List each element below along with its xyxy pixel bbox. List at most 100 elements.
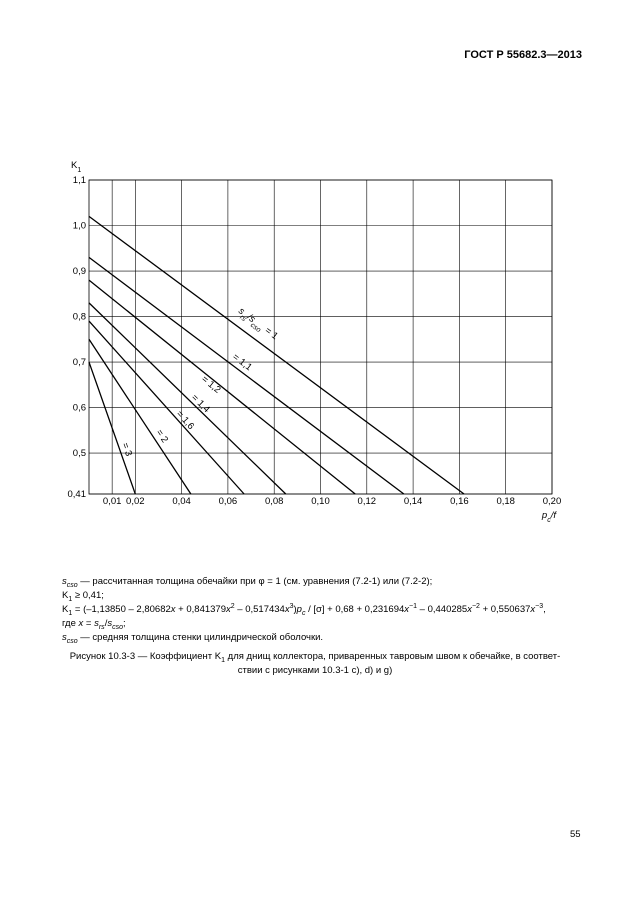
text-part: x — [170, 604, 176, 615]
text-part: 1 — [221, 656, 226, 664]
note-line: scso — средняя толщина стенки цилиндриче… — [62, 631, 546, 645]
text-part: x — [78, 618, 84, 629]
text-part: p — [541, 510, 547, 521]
text-part: cso — [66, 637, 78, 645]
text-part: Рисунок 10.3-3 — Коэффициент K — [69, 651, 222, 662]
text-part: rs — [98, 623, 105, 631]
x-tick-label: 0,12 — [358, 496, 377, 507]
text-part: /f — [550, 510, 558, 521]
text-part: + 0,550637 — [479, 604, 531, 615]
text-part: −2 — [471, 602, 480, 610]
text-part: 1 — [77, 167, 81, 174]
text-part: s — [107, 618, 113, 629]
text-part: c — [301, 609, 306, 617]
y-tick-label: 1,1 — [73, 175, 86, 186]
text-part: K — [71, 160, 78, 171]
text-part: cso — [112, 623, 123, 631]
curve — [88, 320, 245, 495]
x-tick-label: 0,08 — [265, 496, 284, 507]
text-part: для днищ коллектора, приваренных тавровы… — [225, 651, 561, 662]
y-tick-label: 1,0 — [73, 221, 86, 232]
text-part: – 0,517434 — [234, 604, 285, 615]
text-part: x — [225, 604, 231, 615]
y-tick-label: 0,7 — [73, 357, 86, 368]
chart: 0,01 0,02 0,04 0,06 0,08 0,10 0,12 0,14 0,16 0,18… — [68, 160, 562, 524]
header: ГОСТ Р 55682.3—2013 — [464, 49, 582, 61]
y-axis-label: K1 — [71, 160, 81, 174]
notes: scso — рассчитанная толщина обечайки при… — [62, 575, 546, 645]
x-tick-label: 0,16 — [450, 496, 469, 507]
text-part: s — [62, 632, 67, 643]
note-line: где x = srs/scso; — [62, 617, 546, 631]
curve — [88, 215, 465, 495]
text-part: s — [236, 306, 247, 318]
curve — [88, 302, 287, 495]
text-part: = 2 — [153, 428, 170, 445]
text-part: — рассчитанная толщина обечайки при φ = … — [77, 576, 433, 587]
y-tick-label: 0,6 — [73, 403, 86, 414]
text-part: x — [467, 604, 472, 615]
text-part: где — [62, 618, 79, 629]
x-tick-label: 0,04 — [172, 496, 191, 507]
text-part: c — [547, 517, 551, 524]
caption-line: Рисунок 10.3-3 — Коэффициент K1 для днищ… — [0, 650, 630, 664]
curve — [88, 256, 405, 495]
note-line: K1 = (–1,13850 – 2,80682x + 0,841379x2 –… — [62, 603, 546, 617]
text-part: = (–1,13850 – 2,80682 — [72, 604, 171, 615]
y-tick-label: 0,8 — [73, 312, 86, 323]
text-part: ствии с рисунками 10.3-1 c), d) и g) — [237, 665, 393, 676]
y-tick-label: 0,5 — [73, 448, 86, 459]
text-part: ; — [122, 618, 126, 629]
text-part: −1 — [409, 602, 418, 610]
text-part: — средняя толщина стенки цилиндрической … — [77, 632, 324, 643]
page-number: 55 — [570, 829, 581, 840]
text-part: K — [62, 590, 69, 601]
x-tick-label: 0,01 — [103, 496, 122, 507]
text-part: ) — [293, 604, 297, 615]
text-part: x — [404, 604, 410, 615]
curve — [88, 361, 136, 495]
text-part: ≥ 0,41; — [72, 590, 104, 601]
text-part: 1 — [68, 609, 73, 617]
caption: Рисунок 10.3-3 — Коэффициент K1 для днищ… — [0, 650, 630, 678]
text-part: = 1 — [263, 325, 280, 342]
x-tick-label: 0,06 — [219, 496, 238, 507]
text-part: x — [284, 604, 290, 615]
text-part: 1 — [68, 595, 73, 603]
text-part: / [σ] + 0,68 + 0,231694 — [305, 604, 405, 615]
text-part: – 0,440285 — [417, 604, 468, 615]
curve-label: = 1,1 — [230, 352, 254, 374]
x-tick-label: 0,10 — [311, 496, 330, 507]
x-tick-label: 0,02 — [126, 496, 145, 507]
text-part: = 1,1 — [230, 352, 254, 374]
text-part: = 3 — [119, 441, 134, 457]
y-tick-label: 0,9 — [73, 266, 86, 277]
curve-label: = 2 — [153, 428, 170, 445]
text-part: , — [543, 604, 546, 615]
y-tick-label: 0,41 — [68, 489, 87, 500]
note-line: K1 ≥ 0,41; — [62, 589, 546, 603]
x-tick-label: 0,14 — [404, 496, 423, 507]
text-part: + 0,841379 — [175, 604, 226, 615]
x-axis-label: pc/f — [541, 510, 557, 524]
text-part: rs — [239, 314, 248, 323]
note-line: scso — рассчитанная толщина обечайки при… — [62, 575, 546, 589]
text-part: cso — [249, 321, 262, 333]
curve-label: = 3 — [119, 441, 134, 457]
curve — [88, 338, 192, 495]
caption-line: ствии с рисунками 10.3-1 c), d) и g) — [0, 664, 630, 678]
text-part: / — [104, 618, 108, 629]
text-part: K — [62, 604, 69, 615]
text-part: 2 — [230, 602, 235, 610]
text-part: x — [530, 604, 536, 615]
text-part: = 1,2 — [199, 374, 223, 396]
x-tick-label: 0,18 — [496, 496, 515, 507]
text-part: s — [94, 618, 99, 629]
text-part: p — [296, 604, 302, 615]
curve-label: = 1,2 — [199, 374, 223, 396]
text-part: s — [62, 576, 67, 587]
curve — [88, 279, 356, 495]
curve-label: srs/scso= 1 — [235, 306, 280, 344]
text-part: −3 — [535, 602, 544, 610]
